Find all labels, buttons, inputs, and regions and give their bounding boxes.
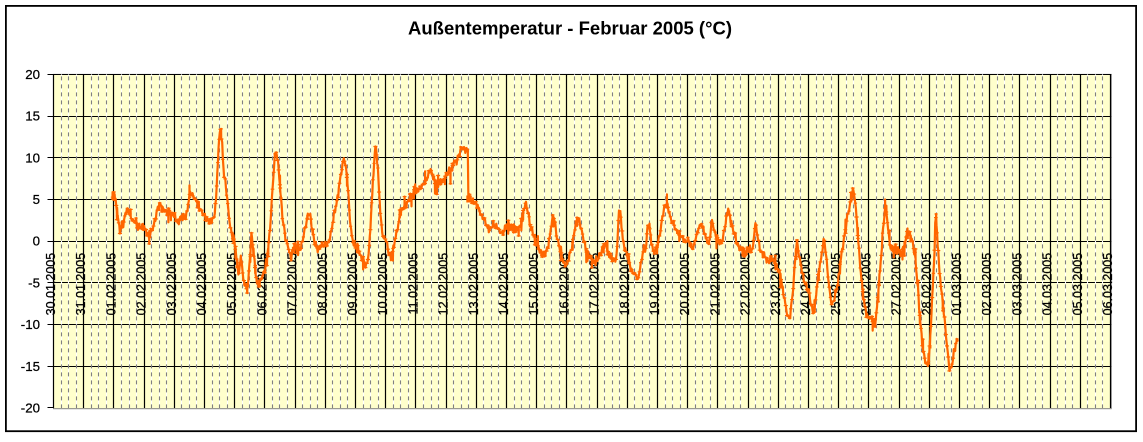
svg-text:02.03.2005: 02.03.2005 [980,253,994,316]
svg-text:30.01.2005: 30.01.2005 [44,253,58,316]
svg-text:12.02.2005: 12.02.2005 [437,253,451,316]
svg-text:23.02.2005: 23.02.2005 [769,253,783,316]
svg-text:22.02.2005: 22.02.2005 [739,253,753,316]
svg-text:15.02.2005: 15.02.2005 [527,253,541,316]
svg-text:19.02.2005: 19.02.2005 [648,253,662,316]
svg-text:07.02.2005: 07.02.2005 [286,253,300,316]
svg-text:05.02.2005: 05.02.2005 [225,253,239,316]
svg-text:01.02.2005: 01.02.2005 [104,253,118,316]
svg-text:0: 0 [33,234,40,249]
svg-text:10: 10 [25,150,40,165]
svg-text:20.02.2005: 20.02.2005 [678,253,692,316]
svg-text:-5: -5 [28,275,40,290]
svg-text:02.02.2005: 02.02.2005 [135,253,149,316]
svg-text:21.02.2005: 21.02.2005 [708,253,722,316]
svg-text:20: 20 [25,67,40,82]
svg-text:04.03.2005: 04.03.2005 [1041,253,1055,316]
svg-text:03.03.2005: 03.03.2005 [1010,253,1024,316]
svg-text:Außentemperatur - Februar 2005: Außentemperatur - Februar 2005 (°C) [408,18,732,39]
svg-text:14.02.2005: 14.02.2005 [497,253,511,316]
svg-text:5: 5 [33,192,40,207]
svg-text:03.02.2005: 03.02.2005 [165,253,179,316]
svg-text:06.03.2005: 06.03.2005 [1101,253,1115,316]
svg-text:09.02.2005: 09.02.2005 [346,253,360,316]
svg-text:05.03.2005: 05.03.2005 [1071,253,1085,316]
svg-text:-20: -20 [21,401,40,416]
svg-text:-10: -10 [21,317,40,332]
svg-text:04.02.2005: 04.02.2005 [195,253,209,316]
svg-text:-15: -15 [21,359,40,374]
svg-text:11.02.2005: 11.02.2005 [406,253,420,315]
svg-text:01.03.2005: 01.03.2005 [950,253,964,316]
svg-text:16.02.2005: 16.02.2005 [557,253,571,316]
svg-text:08.02.2005: 08.02.2005 [316,253,330,316]
svg-text:18.02.2005: 18.02.2005 [618,253,632,316]
svg-text:13.02.2005: 13.02.2005 [467,253,481,316]
svg-text:28.02.2005: 28.02.2005 [920,253,934,316]
svg-text:10.02.2005: 10.02.2005 [376,253,390,316]
svg-text:31.01.2005: 31.01.2005 [74,253,88,316]
svg-text:27.02.2005: 27.02.2005 [890,253,904,316]
svg-text:15: 15 [25,109,40,124]
